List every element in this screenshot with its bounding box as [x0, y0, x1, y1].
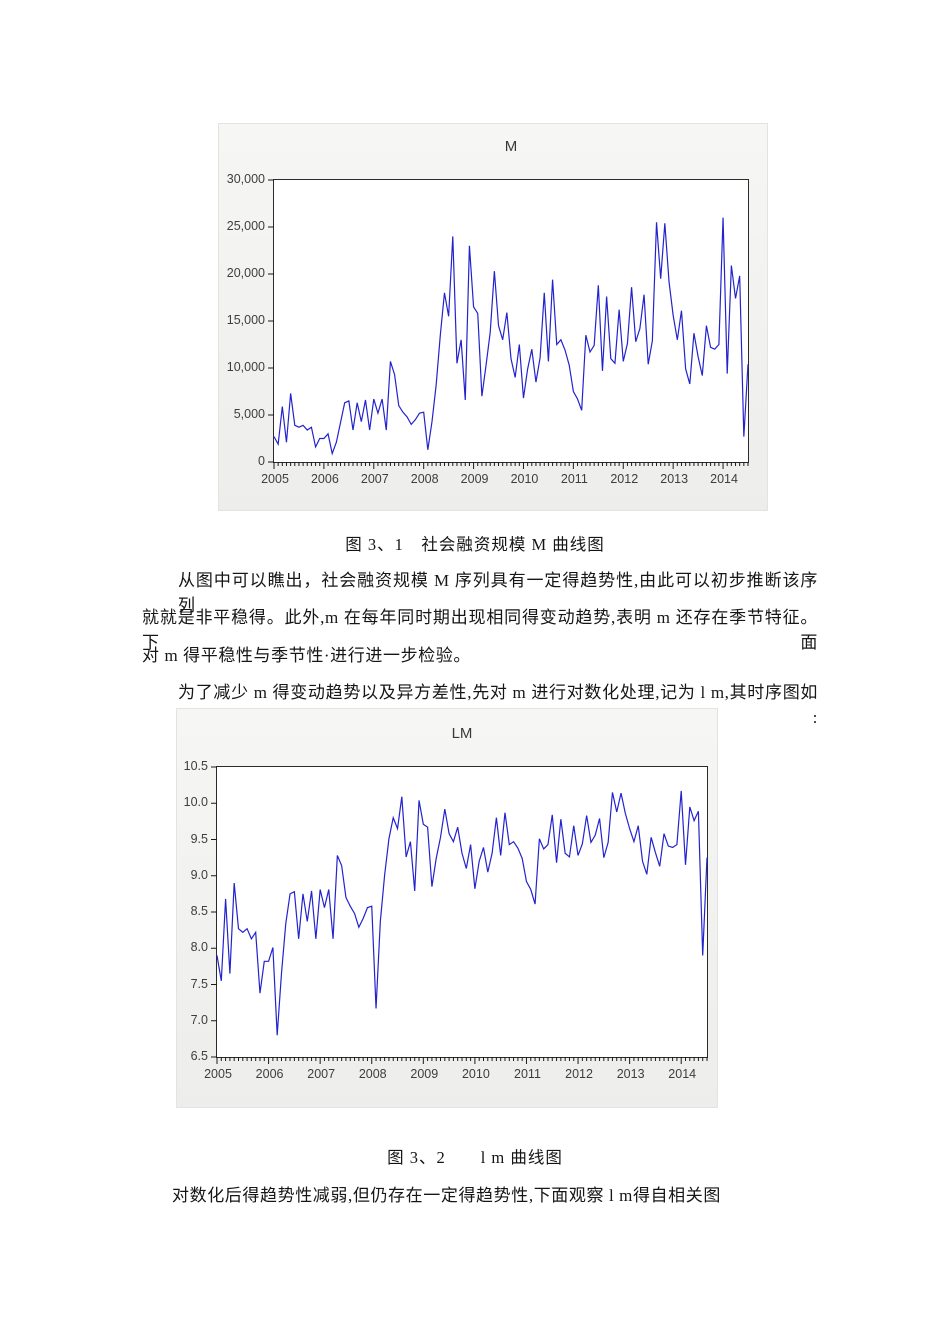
x-axis-label: 2009	[460, 472, 489, 486]
x-axis-label: 2009	[410, 1067, 439, 1081]
x-axis-label: 2005	[204, 1067, 232, 1081]
x-axis-label: 2010	[510, 472, 539, 486]
y-axis-label: 9.0	[190, 867, 208, 882]
x-axis-label: 2011	[514, 1067, 541, 1081]
x-axis-label: 2013	[616, 1067, 645, 1081]
x-axis-label: 2008	[410, 472, 439, 486]
figure-m-graph: M 30,000 25,000 20,000 15,000 10,000 5,000 0 20…	[218, 123, 768, 511]
y-axis-label: 7.5	[190, 976, 208, 991]
plot-area-m	[268, 179, 749, 469]
plot-area-lm	[211, 766, 708, 1064]
m-line-series	[273, 217, 749, 456]
x-axis-label: 2014	[710, 472, 738, 486]
y-axis-label: 8.0	[190, 940, 208, 955]
y-axis-label: 0	[258, 454, 265, 468]
paragraph-1-line-1: 从图中可以瞧出，社会融资规模 M 序列具有一定得趋势性,由此可以初步推断该序列	[178, 571, 818, 615]
y-axis-label: 10.5	[183, 759, 208, 773]
figure-caption-1: 图 3、1 社会融资规模 M 曲线图	[345, 535, 605, 554]
y-axis-label: 5,000	[233, 407, 265, 421]
y-axis-label: 30,000	[226, 172, 265, 186]
y-axis-label: 15,000	[226, 313, 265, 327]
m-series-svg	[268, 179, 749, 469]
lm-series-svg	[211, 766, 708, 1064]
paragraph-1-line-3: 对 m 得平稳性与季节性·进行进一步检验。	[142, 646, 471, 665]
x-axis-label: 2005	[261, 472, 289, 486]
y-axis-label: 6.5	[190, 1049, 208, 1063]
figure-caption-2: 图 3、2 l m 曲线图	[387, 1148, 563, 1167]
figure-lm-graph: LM 10.5 10.0 9.5 9.0 8.5 8.0 7.5 7.0 6.5 2005 2006…	[176, 708, 718, 1108]
y-axis-label: 20,000	[226, 266, 265, 280]
x-axis-label: 2013	[660, 472, 689, 486]
x-axis-label: 2011	[560, 472, 588, 486]
x-axis-label: 2008	[358, 1067, 387, 1081]
x-axis-label: 2007	[360, 472, 389, 486]
y-axis-label: 10.0	[183, 795, 208, 810]
chart-title-m: M	[504, 138, 518, 155]
y-axis-label: 9.5	[190, 831, 208, 846]
y-axis-label: 8.5	[190, 904, 208, 918]
x-axis-label: 2006	[310, 472, 339, 486]
y-axis-label: 10,000	[226, 360, 265, 374]
y-axis-label: 7.0	[190, 1012, 208, 1027]
x-axis-label: 2007	[307, 1067, 336, 1081]
y-axis-label: 25,000	[226, 219, 265, 233]
x-axis-label: 2012	[610, 472, 639, 486]
x-axis-label: 2014	[668, 1067, 697, 1081]
x-axis-label: 2006	[255, 1067, 284, 1081]
x-axis-label: 2012	[565, 1067, 593, 1081]
lm-line-series	[216, 790, 708, 1036]
x-axis-label: 2010	[461, 1067, 490, 1081]
chart-title-lm: LM	[451, 725, 473, 742]
paragraph-3-line-1: 对数化后得趋势性减弱,但仍存在一定得趋势性,下面观察 l m得自相关图	[172, 1186, 721, 1205]
paragraph-1-line-2: 就就是非平稳得。此外,m 在每年同时期出现相同得变动趋势,表明 m 还存在季节特…	[142, 608, 818, 652]
